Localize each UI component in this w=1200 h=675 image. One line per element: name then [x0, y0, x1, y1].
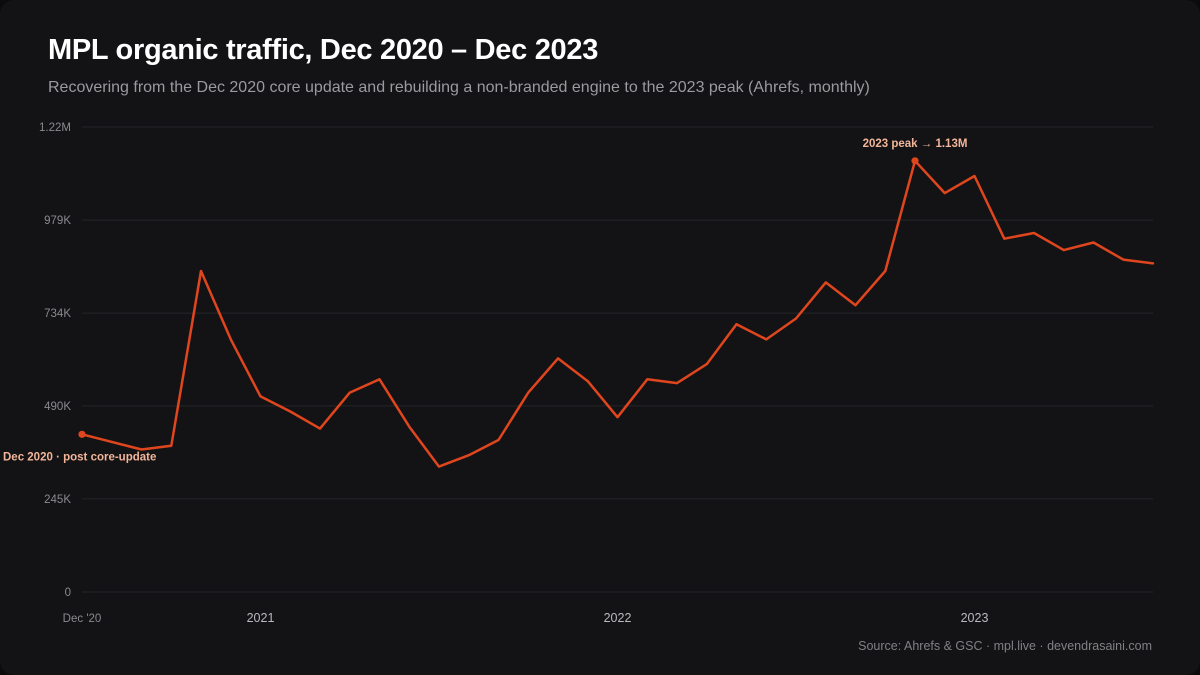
- annotation-label: 2023 peak → 1.13M: [863, 138, 968, 150]
- chart-title: MPL organic traffic, Dec 2020 – Dec 2023: [48, 34, 599, 66]
- y-tick-label: 734K: [44, 308, 71, 320]
- x-tick-label: 2021: [247, 611, 275, 625]
- source-note: Source: Ahrefs & GSC · mpl.live · devend…: [858, 639, 1152, 653]
- y-tick-label: 1.22M: [39, 122, 71, 134]
- y-tick-label: 0: [65, 587, 71, 599]
- x-tick-label: 2023: [961, 611, 989, 625]
- annotation-point: [78, 430, 86, 438]
- traffic-line: [80, 159, 1155, 468]
- annotation-label: Dec 2020 · post core-update: [3, 451, 156, 463]
- y-tick-label: 490K: [44, 401, 71, 413]
- y-tick-label: 979K: [44, 215, 71, 227]
- x-tick-label: 2022: [604, 611, 632, 625]
- y-tick-label: 245K: [44, 494, 71, 506]
- x-tick-label: Dec '20: [63, 613, 102, 625]
- chart-subtitle: Recovering from the Dec 2020 core update…: [48, 79, 870, 96]
- annotation-point: [911, 157, 919, 165]
